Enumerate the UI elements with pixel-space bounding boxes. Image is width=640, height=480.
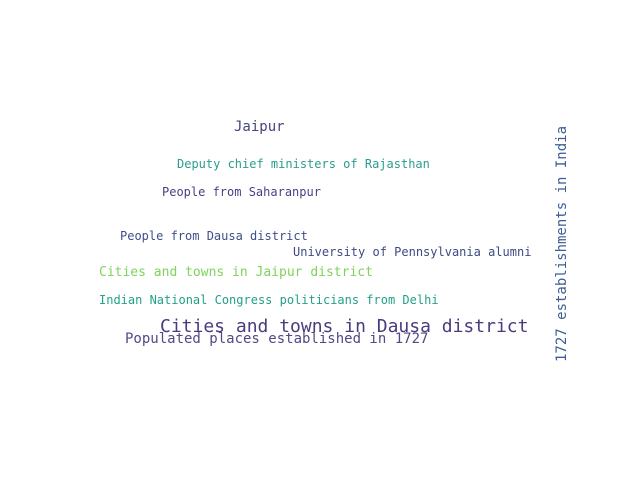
word-jaipur: Jaipur [234, 119, 285, 135]
word-cities-and-towns-in-dausa-district: Cities and towns in Dausa district [160, 316, 529, 337]
word-1727-establishments-in-india: 1727 establishments in India [554, 125, 570, 362]
word-people-from-saharanpur: People from Saharanpur [162, 185, 321, 199]
word-cities-and-towns-in-jaipur-district: Cities and towns in Jaipur district [99, 265, 373, 280]
word-populated-places-established-in-1727: Populated places established in 1727 [125, 331, 429, 347]
word-deputy-chief-ministers-of-rajasthan: Deputy chief ministers of Rajasthan [177, 157, 430, 171]
word-university-of-pennsylvania-alumni: University of Pennsylvania alumni [293, 245, 532, 259]
word-indian-national-congress-politicians-from-delhi: Indian National Congress politicians fro… [99, 293, 439, 307]
word-people-from-dausa-district: People from Dausa district [120, 229, 308, 243]
